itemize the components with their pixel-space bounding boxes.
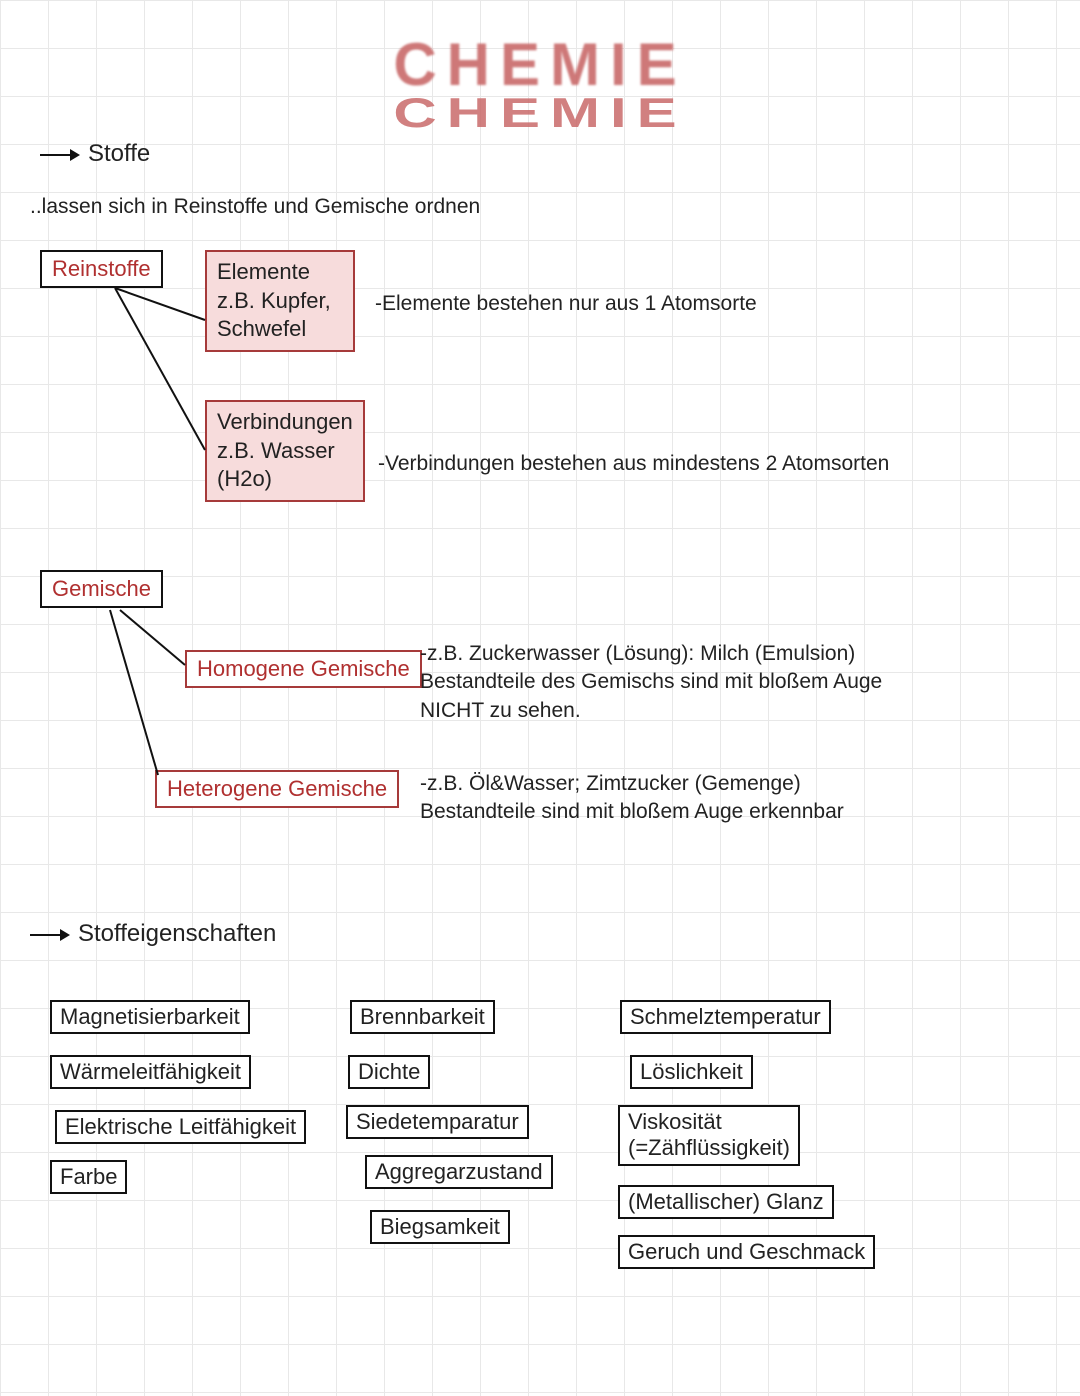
node-heterogene: Heterogene Gemische bbox=[155, 770, 399, 808]
desc-homogene: -z.B. Zuckerwasser (Lösung): Milch (Emul… bbox=[420, 640, 950, 725]
section-stoffe-sub: ..lassen sich in Reinstoffe und Gemische… bbox=[30, 195, 480, 219]
node-gemische: Gemische bbox=[40, 570, 163, 608]
desc-elemente: -Elemente bestehen nur aus 1 Atomsorte bbox=[375, 290, 757, 318]
prop-box: Dichte bbox=[348, 1055, 430, 1089]
prop-box: Wärmeleitfähigkeit bbox=[50, 1055, 251, 1089]
prop-box: Aggregarzustand bbox=[365, 1155, 553, 1189]
desc-heterogene: -z.B. Öl&Wasser; Zimtzucker (Gemenge) Be… bbox=[420, 770, 870, 827]
prop-box: Siedetemparatur bbox=[346, 1105, 529, 1139]
node-verbindungen: Verbindungen z.B. Wasser (H2o) bbox=[205, 400, 365, 502]
desc-verbindungen: -Verbindungen bestehen aus mindestens 2 … bbox=[378, 450, 889, 478]
prop-box: Viskosität (=Zähflüssigkeit) bbox=[618, 1105, 800, 1166]
prop-box: Löslichkeit bbox=[630, 1055, 753, 1089]
prop-box: (Metallischer) Glanz bbox=[618, 1185, 834, 1219]
heading-text: Stoffeigenschaften bbox=[78, 920, 276, 947]
prop-box: Brennbarkeit bbox=[350, 1000, 495, 1034]
heading-text: Stoffe bbox=[88, 140, 150, 167]
prop-box: Magnetisierbarkeit bbox=[50, 1000, 250, 1034]
section-stoffe-heading: Stoffe bbox=[40, 140, 150, 168]
page-title-reflection: CHEMIE bbox=[0, 88, 1080, 136]
prop-box: Geruch und Geschmack bbox=[618, 1235, 875, 1269]
node-reinstoffe: Reinstoffe bbox=[40, 250, 163, 288]
prop-box: Elektrische Leitfähigkeit bbox=[55, 1110, 306, 1144]
node-elemente: Elemente z.B. Kupfer, Schwefel bbox=[205, 250, 355, 352]
node-homogene: Homogene Gemische bbox=[185, 650, 422, 688]
arrow-icon bbox=[40, 140, 88, 167]
section-eigenschaften-heading: Stoffeigenschaften bbox=[30, 920, 276, 948]
prop-box: Biegsamkeit bbox=[370, 1210, 510, 1244]
prop-box: Schmelztemperatur bbox=[620, 1000, 831, 1034]
prop-box: Farbe bbox=[50, 1160, 127, 1194]
arrow-icon bbox=[30, 920, 78, 947]
